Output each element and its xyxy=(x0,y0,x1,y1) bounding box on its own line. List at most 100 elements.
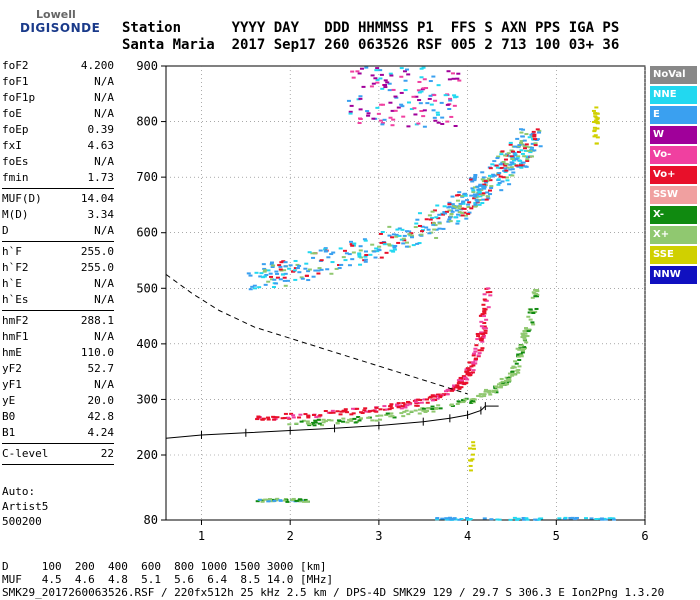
echo-point xyxy=(255,500,260,503)
echo-point xyxy=(419,76,424,79)
echo-point xyxy=(419,90,424,93)
echo-point xyxy=(395,228,400,231)
echo-point xyxy=(486,177,491,180)
echo-point xyxy=(466,203,471,206)
echo-point xyxy=(269,263,274,266)
echo-point xyxy=(434,228,439,231)
echo-point xyxy=(425,407,430,410)
echo-point xyxy=(263,498,268,501)
echo-point xyxy=(415,242,420,245)
param-separator xyxy=(2,443,114,444)
echo-point xyxy=(389,403,394,406)
echo-point xyxy=(375,67,380,70)
echo-point xyxy=(414,404,419,407)
echo-point xyxy=(499,377,504,380)
echo-point xyxy=(440,116,445,119)
param-row: foEs N/A xyxy=(2,154,114,170)
echo-point xyxy=(481,198,486,201)
echo-point xyxy=(422,78,427,81)
echo-point xyxy=(517,365,522,368)
echo-point xyxy=(298,413,303,416)
echo-point xyxy=(512,159,517,162)
echo-point xyxy=(382,241,387,244)
echo-point xyxy=(438,407,443,410)
echo-point xyxy=(482,187,487,190)
echo-point xyxy=(394,403,399,406)
echo-point xyxy=(472,186,477,189)
param-name: yF1 xyxy=(2,378,22,391)
echo-point xyxy=(461,375,466,378)
echo-point xyxy=(304,274,309,277)
echo-point xyxy=(593,134,598,137)
echo-point xyxy=(422,398,427,401)
echo-point xyxy=(534,307,539,310)
echo-point xyxy=(470,453,475,456)
echo-point xyxy=(475,200,480,203)
echo-point xyxy=(498,386,503,389)
echo-point xyxy=(469,178,474,181)
echo-point xyxy=(362,409,367,412)
echo-point xyxy=(557,517,562,520)
echo-point xyxy=(504,176,509,179)
echo-point xyxy=(430,216,435,219)
param-name: foF1 xyxy=(2,75,29,88)
legend-item-nne: NNE xyxy=(650,86,697,104)
echo-point xyxy=(331,411,336,414)
echo-point xyxy=(524,133,529,136)
echo-point xyxy=(520,351,525,354)
echo-point xyxy=(267,497,272,500)
echo-point xyxy=(436,217,441,220)
echo-point xyxy=(516,355,521,358)
echo-point xyxy=(522,330,527,333)
echo-point xyxy=(526,315,531,318)
echo-point xyxy=(387,82,392,85)
echo-point xyxy=(479,349,484,352)
echo-point xyxy=(409,410,414,413)
param-row: hmF1 N/A xyxy=(2,329,114,345)
echo-point xyxy=(443,94,448,97)
echo-point xyxy=(469,194,474,197)
echo-point xyxy=(455,384,460,387)
echo-point xyxy=(471,401,476,404)
echo-point xyxy=(394,233,399,236)
echo-point xyxy=(268,272,273,275)
echo-point xyxy=(265,498,270,501)
echo-point xyxy=(519,166,524,169)
echo-point xyxy=(477,188,482,191)
echo-point xyxy=(530,321,535,324)
echo-point xyxy=(507,378,512,381)
echo-point xyxy=(399,407,404,410)
echo-point xyxy=(510,370,515,373)
echo-point xyxy=(494,164,499,167)
echo-point xyxy=(379,103,384,106)
echo-point xyxy=(282,417,287,420)
echo-point xyxy=(291,416,296,419)
echo-point xyxy=(278,499,283,502)
echo-point xyxy=(376,112,381,115)
echo-point xyxy=(592,129,597,132)
echo-point xyxy=(447,209,452,212)
echo-point xyxy=(521,128,526,131)
echo-point xyxy=(514,158,519,161)
y-tick-label: 900 xyxy=(136,59,158,73)
echo-point xyxy=(387,234,392,237)
param-row: C-level 22 xyxy=(2,446,114,462)
echo-point xyxy=(467,201,472,204)
echo-point xyxy=(479,320,484,323)
echo-point xyxy=(482,393,487,396)
echo-point xyxy=(269,278,274,281)
echo-point xyxy=(400,105,405,108)
echo-point xyxy=(424,87,429,90)
echo-point xyxy=(481,334,486,337)
echo-point xyxy=(435,204,440,207)
param-name: h`F2 xyxy=(2,261,29,274)
echo-point xyxy=(484,198,489,201)
echo-point xyxy=(471,369,476,372)
echo-point xyxy=(257,286,262,289)
echo-point xyxy=(311,275,316,278)
echo-point xyxy=(447,205,452,208)
echo-point xyxy=(282,276,287,279)
echo-point xyxy=(488,174,493,177)
echo-point xyxy=(376,248,381,251)
echo-point xyxy=(257,498,262,501)
